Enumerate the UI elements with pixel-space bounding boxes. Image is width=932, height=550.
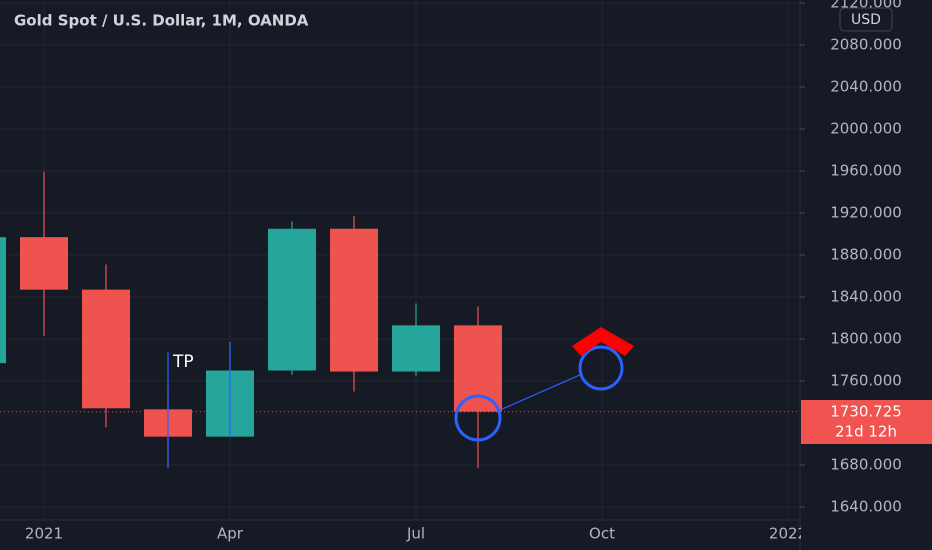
y-tick-label: 1640.000 — [830, 497, 902, 515]
price-label: 1730.725 — [830, 403, 902, 421]
currency-box[interactable] — [839, 7, 893, 32]
x-tick-label: 2021 — [25, 525, 63, 543]
circle-drawing — [578, 345, 624, 391]
y-tick-label: 1920.000 — [830, 204, 902, 222]
y-tick-label: 1840.000 — [830, 288, 902, 306]
y-tick-label: 1680.000 — [830, 455, 902, 473]
candle-body — [268, 228, 316, 371]
countdown: 21d 12h — [835, 423, 897, 441]
candle-body — [82, 289, 130, 409]
y-tick-label: 2040.000 — [830, 78, 902, 96]
candle-body — [330, 228, 378, 372]
x-tick-label: Apr — [217, 525, 244, 543]
y-tick-label: 2120.000 — [830, 0, 902, 12]
candle-body — [392, 325, 440, 372]
arrow-up — [572, 327, 634, 356]
candle-body — [20, 237, 68, 290]
y-tick-label: 1880.000 — [830, 246, 902, 264]
x-tick-label: Jul — [406, 525, 425, 543]
currency[interactable]: USD — [851, 12, 881, 28]
candle-body — [0, 237, 6, 364]
candle-body — [454, 325, 502, 412]
circle-drawing — [454, 394, 502, 442]
axis-panel — [801, 521, 932, 550]
price-label-box — [801, 400, 932, 444]
y-tick-label: 1760.000 — [830, 371, 902, 389]
y-tick-label: 2080.000 — [830, 36, 902, 54]
y-tick-label: 1800.000 — [830, 330, 902, 348]
y-tick-label: 1960.000 — [830, 162, 902, 180]
trend-line — [499, 373, 583, 411]
x-tick-label: 2022 — [769, 525, 807, 543]
y-tick-label: 2000.000 — [830, 120, 902, 138]
chart-title: Gold Spot / U.S. Dollar, 1M, OANDA — [14, 12, 309, 30]
annotation: TP — [172, 352, 194, 372]
x-tick-label: Oct — [589, 525, 615, 543]
